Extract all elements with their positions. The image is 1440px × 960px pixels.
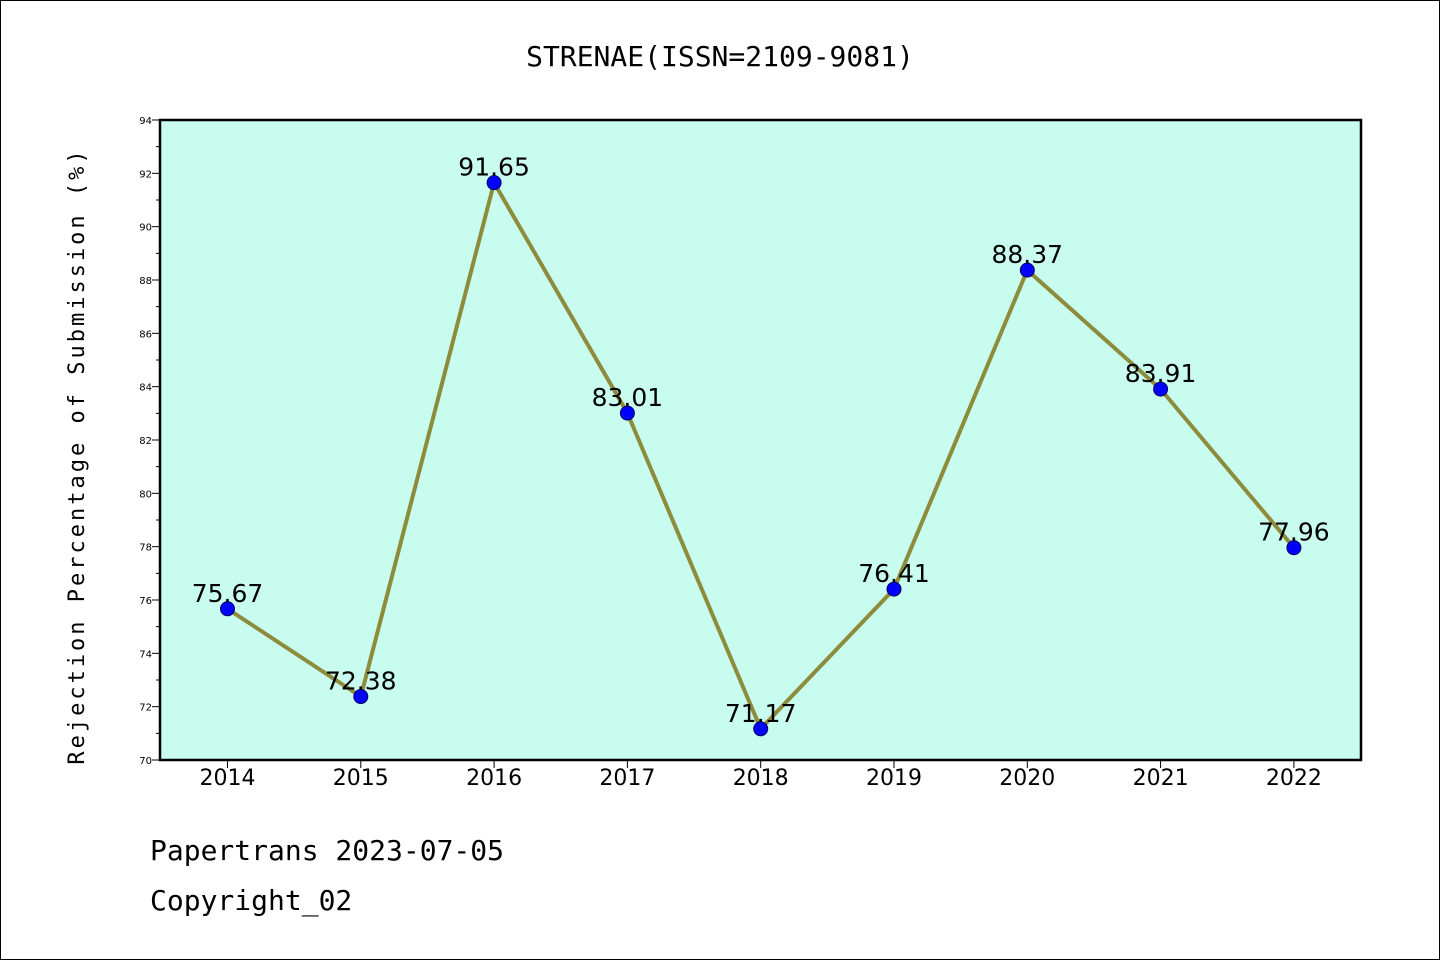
series-layer [220, 175, 1302, 737]
y-tick-label: 72 [139, 703, 152, 714]
y-tick-label: 80 [139, 489, 152, 500]
y-tick-label: 82 [139, 436, 152, 447]
data-point [1019, 262, 1035, 278]
y-tick-label: 78 [139, 543, 152, 554]
data-label: 71.17 [725, 699, 797, 728]
y-tick-label: 86 [139, 329, 152, 340]
data-point [619, 405, 635, 421]
data-label: 83.01 [592, 383, 664, 412]
data-point [353, 689, 369, 705]
data-point [1153, 381, 1169, 397]
data-label: 75.67 [192, 579, 264, 608]
data-point [1286, 540, 1302, 556]
data-label: 83.91 [1125, 359, 1197, 388]
data-point [886, 581, 902, 597]
data-label: 72.38 [325, 667, 397, 696]
data-label: 77.96 [1258, 518, 1330, 547]
y-tick-label: 94 [139, 116, 152, 127]
y-tick-label: 70 [139, 756, 152, 767]
data-label: 88.37 [992, 240, 1064, 269]
x-tick-label: 2022 [1266, 766, 1322, 791]
x-tick-label: 2015 [333, 766, 389, 791]
x-axis-ticks: 2014 2015 2016 2017 2018 2019 2020 2021 2022 [200, 760, 1322, 791]
x-tick-label: 2019 [866, 766, 922, 791]
data-labels: 75.67 72.38 91.65 83.01 71.17 76.41 88.37 83.91… [192, 153, 1330, 728]
data-label: 91.65 [458, 153, 530, 182]
y-tick-label: 76 [139, 596, 152, 607]
y-tick-label: 92 [139, 169, 152, 180]
y-axis-ticks: 70 72 74 76 78 80 82 84 86 88 90 92 94 [139, 116, 160, 767]
footer-date: Papertrans 2023-07-05 [150, 834, 505, 867]
chart-title: STRENAE(ISSN=2109-9081) [526, 40, 914, 73]
y-tick-label: 88 [139, 276, 152, 287]
y-tick-label: 90 [139, 223, 152, 234]
x-tick-label: 2021 [1133, 766, 1189, 791]
x-tick-label: 2017 [599, 766, 655, 791]
y-axis-label: Rejection Percentage of Submission (%) [65, 147, 90, 764]
y-tick-label: 74 [139, 649, 152, 660]
plot-area [158, 118, 1363, 762]
x-tick-label: 2014 [200, 766, 256, 791]
data-point [220, 601, 235, 617]
data-point [486, 175, 502, 191]
y-tick-label: 84 [139, 383, 152, 394]
data-point [753, 721, 769, 737]
data-label: 76.41 [858, 559, 930, 588]
x-tick-label: 2016 [466, 766, 522, 791]
x-tick-label: 2018 [733, 766, 789, 791]
x-tick-label: 2020 [999, 766, 1055, 791]
footer-copyright: Copyright_02 [150, 884, 353, 917]
